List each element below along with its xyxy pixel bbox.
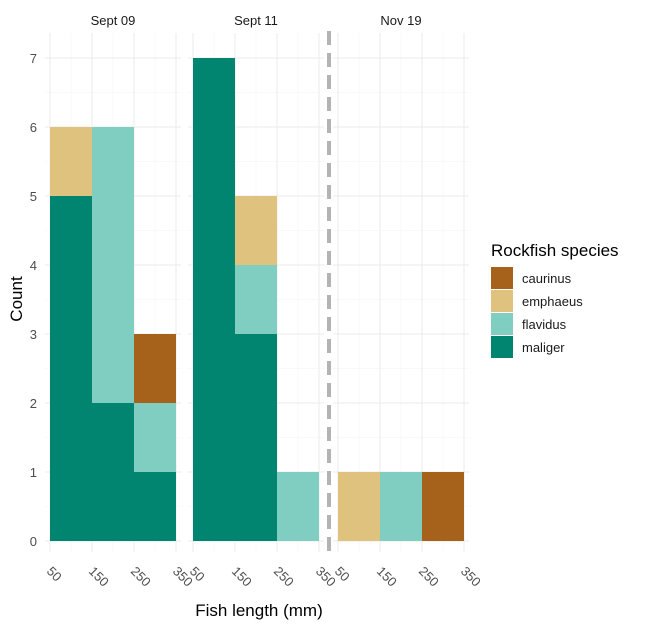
bar-segment-maliger xyxy=(50,196,92,541)
legend-title: Rockfish species xyxy=(491,241,619,260)
x-axis-title: Fish length (mm) xyxy=(195,601,323,620)
legend: Rockfish species caurinus emphaeus flavidu… xyxy=(491,241,619,358)
legend-label-caurinus: caurinus xyxy=(522,271,572,286)
legend-key-emphaeus xyxy=(491,290,513,312)
y-tick-label: 6 xyxy=(30,120,37,135)
bar-segment-emphaeus xyxy=(235,196,277,265)
bar-segment-flavidus xyxy=(134,403,176,472)
x-tick-label: 250 xyxy=(416,564,442,590)
legend-label-maliger: maliger xyxy=(522,340,565,355)
y-tick-label: 2 xyxy=(30,396,37,411)
x-tick-label: 250 xyxy=(128,564,154,590)
y-axis-title: Count xyxy=(7,276,26,322)
y-tick-label: 4 xyxy=(30,258,37,273)
bar-segment-flavidus xyxy=(277,472,319,541)
legend-key-caurinus xyxy=(491,267,513,289)
x-tick-label: 150 xyxy=(86,564,112,590)
bar-segment-caurinus xyxy=(422,472,464,541)
y-tick-label: 5 xyxy=(30,189,37,204)
bar-segment-emphaeus xyxy=(50,127,92,196)
bar-segment-maliger xyxy=(235,334,277,541)
legend-key-maliger xyxy=(491,336,513,358)
y-tick-label: 0 xyxy=(30,534,37,549)
legend-label-flavidus: flavidus xyxy=(522,317,567,332)
bar-segment-maliger xyxy=(134,472,176,541)
bar-segment-flavidus xyxy=(235,265,277,334)
panel-title: Sept 11 xyxy=(234,13,278,28)
panel-title: Sept 09 xyxy=(91,13,136,28)
y-tick-label: 3 xyxy=(30,327,37,342)
x-tick-label: 50 xyxy=(44,564,65,585)
bar-segment-flavidus xyxy=(380,472,422,541)
x-tick-label: 250 xyxy=(271,564,297,590)
panel-title: Nov 19 xyxy=(380,13,421,28)
legend-key-flavidus xyxy=(491,313,513,335)
bar-segment-emphaeus xyxy=(338,472,380,541)
bar-layer xyxy=(50,58,464,541)
bar-segment-flavidus xyxy=(92,127,134,403)
y-tick-label: 7 xyxy=(30,51,37,66)
x-tick-label: 150 xyxy=(229,564,255,590)
bar-segment-caurinus xyxy=(134,334,176,403)
x-tick-label: 150 xyxy=(374,564,400,590)
y-tick-label: 1 xyxy=(30,465,37,480)
legend-label-emphaeus: emphaeus xyxy=(522,294,583,309)
x-tick-label: 350 xyxy=(458,564,484,590)
bar-segment-maliger xyxy=(92,403,134,541)
bar-segment-maliger xyxy=(193,58,235,541)
